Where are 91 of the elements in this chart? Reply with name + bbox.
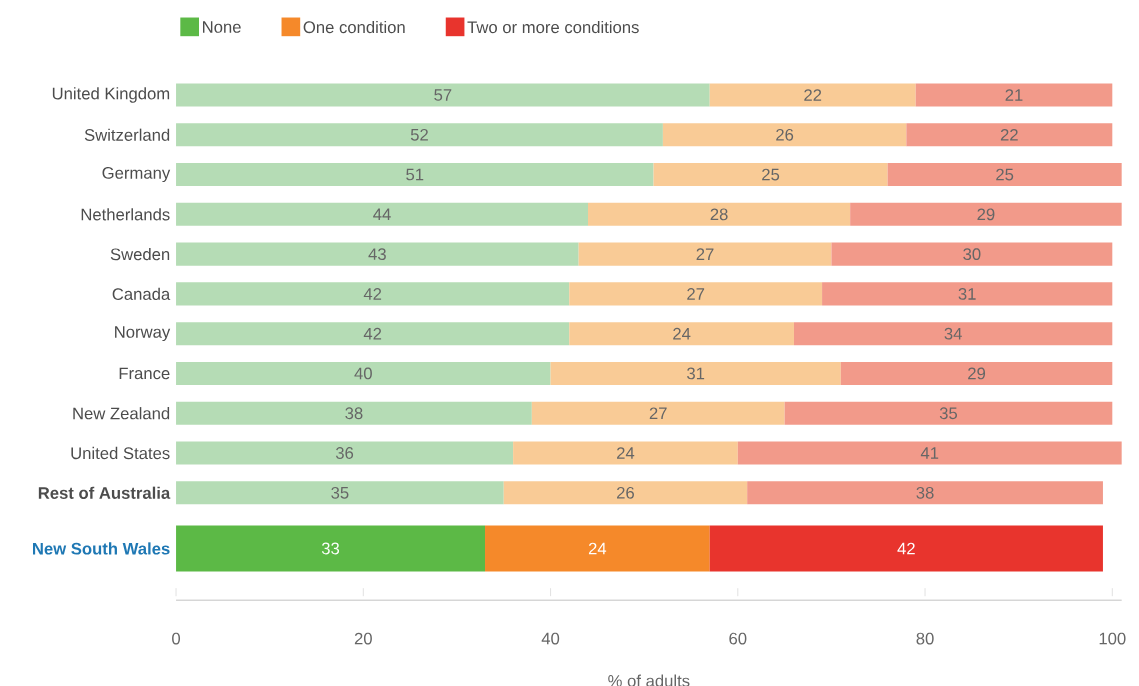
bar (176, 83, 710, 107)
data-label: 29 (977, 208, 995, 221)
bar (569, 322, 794, 346)
data-label: 40 (354, 367, 372, 380)
bar (784, 401, 1113, 425)
data-label: 42 (897, 542, 915, 555)
bar (176, 401, 532, 425)
bar (176, 322, 570, 346)
bar (176, 282, 570, 306)
data-label: 38 (916, 486, 934, 499)
bar (915, 83, 1113, 107)
data-label: 26 (617, 486, 634, 499)
y-tick-label: Netherlands (81, 208, 170, 221)
y-tick-label: New South Wales (33, 542, 170, 555)
data-label: 25 (996, 168, 1014, 181)
bar (906, 123, 1113, 147)
bar (176, 202, 588, 226)
data-label: 35 (331, 486, 349, 499)
data-label: 27 (649, 407, 667, 419)
data-label: 38 (345, 407, 363, 420)
legend-label: One condition (303, 20, 405, 34)
data-label: 43 (368, 248, 386, 260)
bar (840, 361, 1113, 385)
bar (513, 441, 738, 465)
data-label: 21 (1005, 89, 1023, 101)
data-label: 26 (776, 128, 794, 141)
bar (176, 123, 663, 147)
data-label: 29 (968, 367, 986, 380)
x-tick-label: 100 (1099, 632, 1126, 645)
data-label: 41 (920, 447, 939, 459)
bar (747, 481, 1103, 505)
x-tick-label: 80 (916, 632, 934, 645)
bar (653, 162, 888, 186)
data-label: 30 (963, 248, 981, 260)
bar (503, 481, 748, 505)
data-label: 42 (363, 287, 382, 300)
data-label: 22 (804, 89, 822, 101)
legend-label: None (203, 21, 241, 33)
bar (887, 162, 1122, 186)
data-label: 57 (434, 89, 452, 101)
bar (850, 202, 1122, 226)
bar (793, 322, 1113, 346)
bar (737, 441, 1122, 465)
data-label: 24 (673, 327, 691, 340)
y-tick-label: Switzerland (84, 128, 170, 141)
data-label: 31 (958, 287, 976, 300)
y-tick-label: United Kingdom (52, 87, 170, 103)
bar (822, 282, 1113, 306)
bar (569, 282, 823, 306)
bar (176, 481, 504, 505)
data-label: 24 (617, 447, 635, 459)
y-tick-label: Norway (115, 326, 171, 342)
x-tick-label: 0 (172, 632, 181, 645)
data-label: 25 (762, 168, 780, 181)
y-tick-label: Sweden (110, 247, 170, 261)
data-label: 33 (321, 542, 340, 555)
y-tick-label: Germany (102, 166, 171, 182)
bar (662, 123, 907, 147)
bar (831, 242, 1113, 266)
y-tick-label: Rest of Australia (38, 486, 171, 499)
data-label: 24 (588, 542, 607, 555)
data-label: 28 (710, 208, 728, 221)
x-tick-label: 40 (541, 632, 560, 645)
data-label: 34 (944, 327, 962, 340)
y-tick-label: United States (71, 446, 170, 460)
data-label: 31 (687, 367, 705, 380)
y-tick-label: New Zealand (73, 407, 170, 420)
bar (176, 441, 514, 465)
bar (531, 401, 785, 425)
data-label: 52 (410, 128, 428, 141)
bar (176, 162, 654, 186)
bar (550, 361, 841, 385)
bar (578, 242, 832, 266)
data-label: 27 (687, 287, 705, 300)
data-label: 22 (1000, 128, 1018, 141)
data-label: 27 (696, 248, 714, 260)
data-label: 36 (335, 447, 354, 459)
y-tick-label: Canada (112, 287, 171, 300)
x-axis-title: % of adults (608, 674, 690, 686)
data-label: 42 (363, 327, 382, 340)
x-tick-label: 20 (354, 632, 372, 645)
bar (709, 83, 916, 107)
data-label: 44 (373, 208, 391, 220)
bar (176, 361, 551, 385)
data-label: 35 (939, 407, 958, 420)
bar (176, 242, 579, 266)
bar (588, 202, 851, 226)
y-tick-label: France (119, 367, 170, 380)
legend-label: Two or more conditions (467, 20, 639, 34)
x-tick-label: 60 (729, 632, 747, 645)
data-label: 51 (406, 168, 424, 181)
